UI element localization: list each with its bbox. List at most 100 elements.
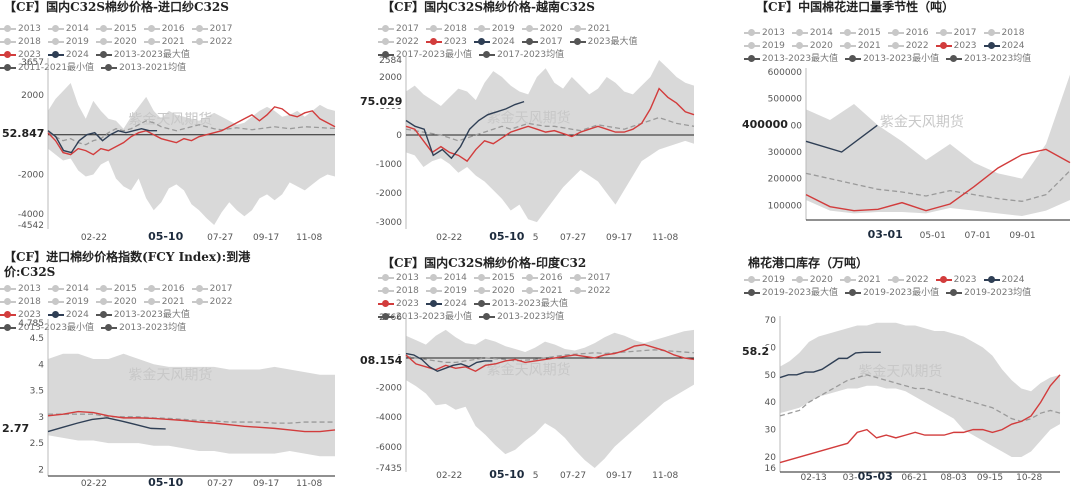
legend-item[interactable]: 2013-2021均值 — [101, 62, 186, 75]
legend-item[interactable]: 2023 — [935, 40, 977, 53]
legend-item[interactable]: 2014 — [425, 272, 467, 285]
legend-item[interactable]: 2017 — [378, 23, 419, 36]
legend-item[interactable]: 2013 — [0, 283, 41, 296]
legend-item[interactable]: 2024 — [473, 36, 515, 49]
legend-item[interactable]: 2016 — [521, 272, 563, 285]
legend-item[interactable]: 2020 — [521, 23, 563, 36]
legend-item[interactable]: 2023 — [378, 298, 419, 311]
legend-item[interactable]: 2015 — [473, 272, 515, 285]
legend-item[interactable]: 2019 — [47, 296, 89, 309]
legend-item[interactable]: 2023 — [0, 309, 41, 322]
legend-item[interactable]: 2021 — [569, 23, 611, 36]
legend-label: 2021 — [857, 41, 881, 51]
legend-item[interactable]: 2022 — [887, 274, 929, 287]
legend-marker-icon — [887, 29, 904, 36]
legend-item[interactable]: 2013-2023最大值 — [744, 53, 838, 66]
legend-label: 2023 — [953, 41, 977, 51]
y-tick-label: 30 — [765, 426, 777, 436]
legend-item[interactable]: 2013-2023均值 — [479, 311, 564, 324]
legend-row: 2022 2023 2024 2017 2023最大值 — [378, 36, 645, 49]
legend-item[interactable]: 2024 — [425, 298, 467, 311]
legend-item[interactable]: 2018 — [425, 23, 467, 36]
chart-legend[interactable]: 2013 2014 2015 2016 2017 2018 2019 2020 2021 2022… — [744, 27, 1038, 66]
legend-item[interactable]: 2019 — [473, 23, 515, 36]
legend-item[interactable]: 2017 — [191, 23, 233, 36]
legend-item[interactable]: 2021 — [839, 274, 881, 287]
legend-item[interactable]: 2013-2023均值 — [101, 322, 186, 335]
legend-item[interactable]: 2023 — [935, 274, 977, 287]
legend-item[interactable]: 2024 — [47, 49, 89, 62]
chart-legend[interactable]: 2017 2018 2019 2020 2021 2022 2023 2024 2017 2023… — [378, 23, 645, 62]
legend-item[interactable]: 2019-2023最大值 — [744, 287, 838, 300]
chart-legend[interactable]: 2013 2014 2015 2016 2017 2018 2019 2020 2021 2022… — [378, 272, 618, 324]
legend-item[interactable]: 2017 — [569, 272, 611, 285]
legend-item[interactable]: 2015 — [95, 23, 137, 36]
legend-item[interactable]: 2013 — [378, 272, 419, 285]
legend-item[interactable]: 2014 — [47, 283, 89, 296]
chart-legend[interactable]: 2019 2020 2021 2022 2023 2024 2019-2023最大值 2019… — [744, 274, 1038, 300]
legend-item[interactable]: 2024 — [47, 309, 89, 322]
legend-item[interactable]: 2019 — [744, 40, 785, 53]
legend-item[interactable]: 2022 — [191, 296, 233, 309]
legend-item[interactable]: 2018 — [0, 36, 41, 49]
legend-item[interactable]: 2020 — [791, 274, 833, 287]
legend-item[interactable]: 2023 — [0, 49, 41, 62]
legend-item[interactable]: 2023 — [425, 36, 467, 49]
legend-item[interactable]: 2020 — [95, 36, 137, 49]
value-callout: 2.77 — [0, 421, 32, 435]
legend-item[interactable]: 2013 — [744, 27, 785, 40]
legend-item[interactable]: 2019 — [47, 36, 89, 49]
y-tick-label: 0 — [396, 131, 402, 141]
legend-item[interactable]: 2018 — [0, 296, 41, 309]
legend-label: 2018 — [18, 297, 41, 307]
legend-row: 2023 2024 2013-2023最大值 — [0, 49, 240, 62]
legend-marker-icon — [521, 38, 538, 45]
legend-item[interactable]: 2015 — [839, 27, 881, 40]
chart-legend[interactable]: 2013 2014 2015 2016 2017 2018 2019 2020 2021 2022… — [0, 283, 240, 335]
legend-item[interactable]: 2016 — [143, 23, 185, 36]
legend-item[interactable]: 2023最大值 — [569, 36, 638, 49]
legend-item[interactable]: 2020 — [473, 285, 515, 298]
legend-item[interactable]: 2022 — [378, 36, 419, 49]
legend-item[interactable]: 2017-2023均值 — [479, 49, 564, 62]
legend-item[interactable]: 2014 — [791, 27, 833, 40]
legend-item[interactable]: 2013-2023最小值 — [845, 53, 939, 66]
legend-item[interactable]: 2021 — [839, 40, 881, 53]
legend-item[interactable]: 2011-2021最小值 — [0, 62, 94, 75]
legend-item[interactable]: 2021 — [143, 296, 185, 309]
legend-item[interactable]: 2013 — [0, 23, 41, 36]
legend-label: 2019 — [762, 41, 785, 51]
legend-item[interactable]: 2017-2023最小值 — [378, 49, 472, 62]
legend-item[interactable]: 2017 — [191, 283, 233, 296]
legend-item[interactable]: 2017 — [935, 27, 977, 40]
legend-item[interactable]: 2013-2023最小值 — [378, 311, 472, 324]
legend-item[interactable]: 2019-2023最小值 — [845, 287, 939, 300]
legend-item[interactable]: 2013-2023最大值 — [473, 298, 568, 311]
legend-item[interactable]: 2019 — [425, 285, 467, 298]
legend-item[interactable]: 2021 — [521, 285, 563, 298]
legend-label: 2013 — [18, 284, 41, 294]
legend-item[interactable]: 2017 — [521, 36, 563, 49]
legend-item[interactable]: 2022 — [191, 36, 233, 49]
legend-item[interactable]: 2013-2023均值 — [946, 53, 1031, 66]
legend-item[interactable]: 2014 — [47, 23, 89, 36]
legend-item[interactable]: 2016 — [143, 283, 185, 296]
legend-item[interactable]: 2024 — [983, 40, 1024, 53]
legend-item[interactable]: 2020 — [791, 40, 833, 53]
legend-item[interactable]: 2019-2023均值 — [946, 287, 1031, 300]
legend-item[interactable]: 2013-2023最大值 — [95, 49, 190, 62]
legend-item[interactable]: 2018 — [378, 285, 419, 298]
legend-item[interactable]: 2018 — [983, 27, 1024, 40]
chart-legend[interactable]: 2013 2014 2015 2016 2017 2018 2019 2020 2021 2022… — [0, 23, 240, 75]
legend-item[interactable]: 2021 — [143, 36, 185, 49]
legend-item[interactable]: 2013-2023最大值 — [95, 309, 190, 322]
legend-item[interactable]: 2015 — [95, 283, 137, 296]
legend-item[interactable]: 2019 — [744, 274, 785, 287]
legend-item[interactable]: 2016 — [887, 27, 929, 40]
legend-item[interactable]: 2022 — [887, 40, 929, 53]
legend-item[interactable]: 2024 — [983, 274, 1024, 287]
legend-item[interactable]: 2022 — [569, 285, 611, 298]
legend-item[interactable]: 2020 — [95, 296, 137, 309]
legend-marker-icon — [143, 285, 160, 292]
legend-item[interactable]: 2013-2023最小值 — [0, 322, 94, 335]
